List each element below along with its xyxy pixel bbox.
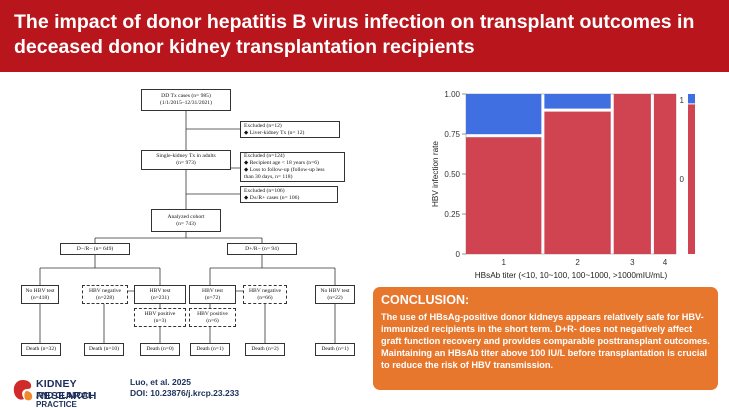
overall-bar-1 [688, 94, 695, 104]
journal-logo: KIDNEY RESEARCH AND CLINICAL PRACTICE [12, 376, 132, 408]
flow-box-dd-tx-cases: DD Tx cases (n= 985) (1/1/2015–12/31/2021… [141, 89, 231, 111]
flow-box-right-no-hbv-test: No HBV test (n=22) [315, 285, 355, 304]
flow-box-single-kidney: Single-kidney Tx in adults (n= 973) [141, 150, 231, 170]
x-tick-label: 1 [501, 258, 506, 267]
flow-box-right-hbv-positive: HBV positive (n=6) [189, 308, 236, 327]
mosaic-cell-1 [466, 94, 542, 135]
title-banner: The impact of donor hepatitis B virus in… [0, 0, 729, 72]
x-tick-label: 3 [630, 258, 635, 267]
y-tick-label: 0.50 [444, 170, 460, 179]
logo-text-line1: KIDNEY RESEARCH [36, 378, 97, 402]
flow-box-death-4: Death (n=1) [190, 343, 230, 356]
y-tick-label: 0.25 [444, 210, 460, 219]
flow-box-death-6: Death (n=1) [315, 343, 355, 356]
y-tick-label: 0.75 [444, 130, 460, 139]
flow-box-left-hbv-test: HBV test (n=231) [134, 285, 186, 304]
hbv-infection-mosaic-chart: 0 0.25 0.50 0.75 1.00 1 2 3 4 HBsAb titer (<10, 1… [420, 84, 729, 284]
x-tick-label: 4 [663, 258, 668, 267]
logo-text-line2: AND CLINICAL PRACTICE [36, 391, 93, 408]
flow-box-excluded-liver: Excluded (n=12) ◆ Liver-kidney Tx (n= 12) [240, 121, 340, 138]
x-axis-label: HBsAb titer (<10, 10~100, 100~1000, >100… [475, 271, 668, 280]
mosaic-cell-0 [466, 137, 542, 254]
cohort-flowchart: DD Tx cases (n= 985) (1/1/2015–12/31/2021… [0, 78, 370, 368]
mosaic-cell-0 [653, 94, 676, 254]
conclusion-panel: CONCLUSION: The use of HBsAg-positive do… [373, 287, 718, 390]
legend-label-0: 0 [680, 175, 685, 184]
citation-doi: DOI: 10.23876/j.krcp.23.233 [130, 388, 240, 398]
mosaic-cell-0 [613, 94, 651, 254]
mosaic-plot: 0 0.25 0.50 0.75 1.00 1 2 3 4 HBsAb titer (<10, 1… [431, 90, 695, 280]
flow-box-analyzed-cohort: Analyzed cohort (n= 743) [151, 209, 221, 232]
flow-box-d-pos-r-neg: D+/R− (n= 94) [227, 243, 297, 255]
flow-box-left-hbv-positive: HBV positive (n=3) [134, 308, 186, 327]
page-title: The impact of donor hepatitis B virus in… [14, 11, 695, 58]
mosaic-cell-1 [544, 94, 611, 109]
flow-box-death-1: Death (n=32) [21, 343, 61, 356]
kidney-logo-icon [13, 380, 33, 401]
flow-box-death-5: Death (n=2) [245, 343, 285, 356]
flow-box-death-3: Death (n=0) [140, 343, 180, 356]
flow-box-excluded-dr: Excluded (n=106) ◆ D±/R+ cases (n= 106) [240, 186, 338, 203]
conclusion-text: The use of HBsAg-positive donor kidneys … [381, 312, 710, 370]
flow-box-d-neg-r-neg: D−/R− (n= 649) [60, 243, 130, 255]
y-tick-label: 1.00 [444, 90, 460, 99]
mosaic-cell-0 [544, 111, 611, 254]
flow-box-right-hbv-negative: HBV negative (n=66) [243, 285, 287, 304]
y-tick-label: 0 [456, 250, 461, 259]
flow-box-right-hbv-test: HBV test (n=72) [189, 285, 236, 304]
conclusion-title: CONCLUSION: [381, 293, 470, 307]
flow-box-excluded-age-followup: Excluded (n=124) ◆ Recipient age < 18 yea… [240, 152, 345, 182]
y-axis-label: HBV infection rate [431, 141, 440, 207]
flow-box-left-hbv-negative: HBV negative (n=228) [82, 285, 128, 304]
citation: Luo, et al. 2025 DOI: 10.23876/j.krcp.23… [130, 377, 239, 399]
flow-box-death-2: Death (n=10) [84, 343, 124, 356]
citation-authors: Luo, et al. 2025 [130, 377, 191, 387]
x-tick-label: 2 [575, 258, 580, 267]
overall-bar-0 [688, 104, 695, 255]
legend-label-1: 1 [680, 96, 685, 105]
flow-box-left-no-hbv-test: No HBV test (n=418) [21, 285, 59, 304]
